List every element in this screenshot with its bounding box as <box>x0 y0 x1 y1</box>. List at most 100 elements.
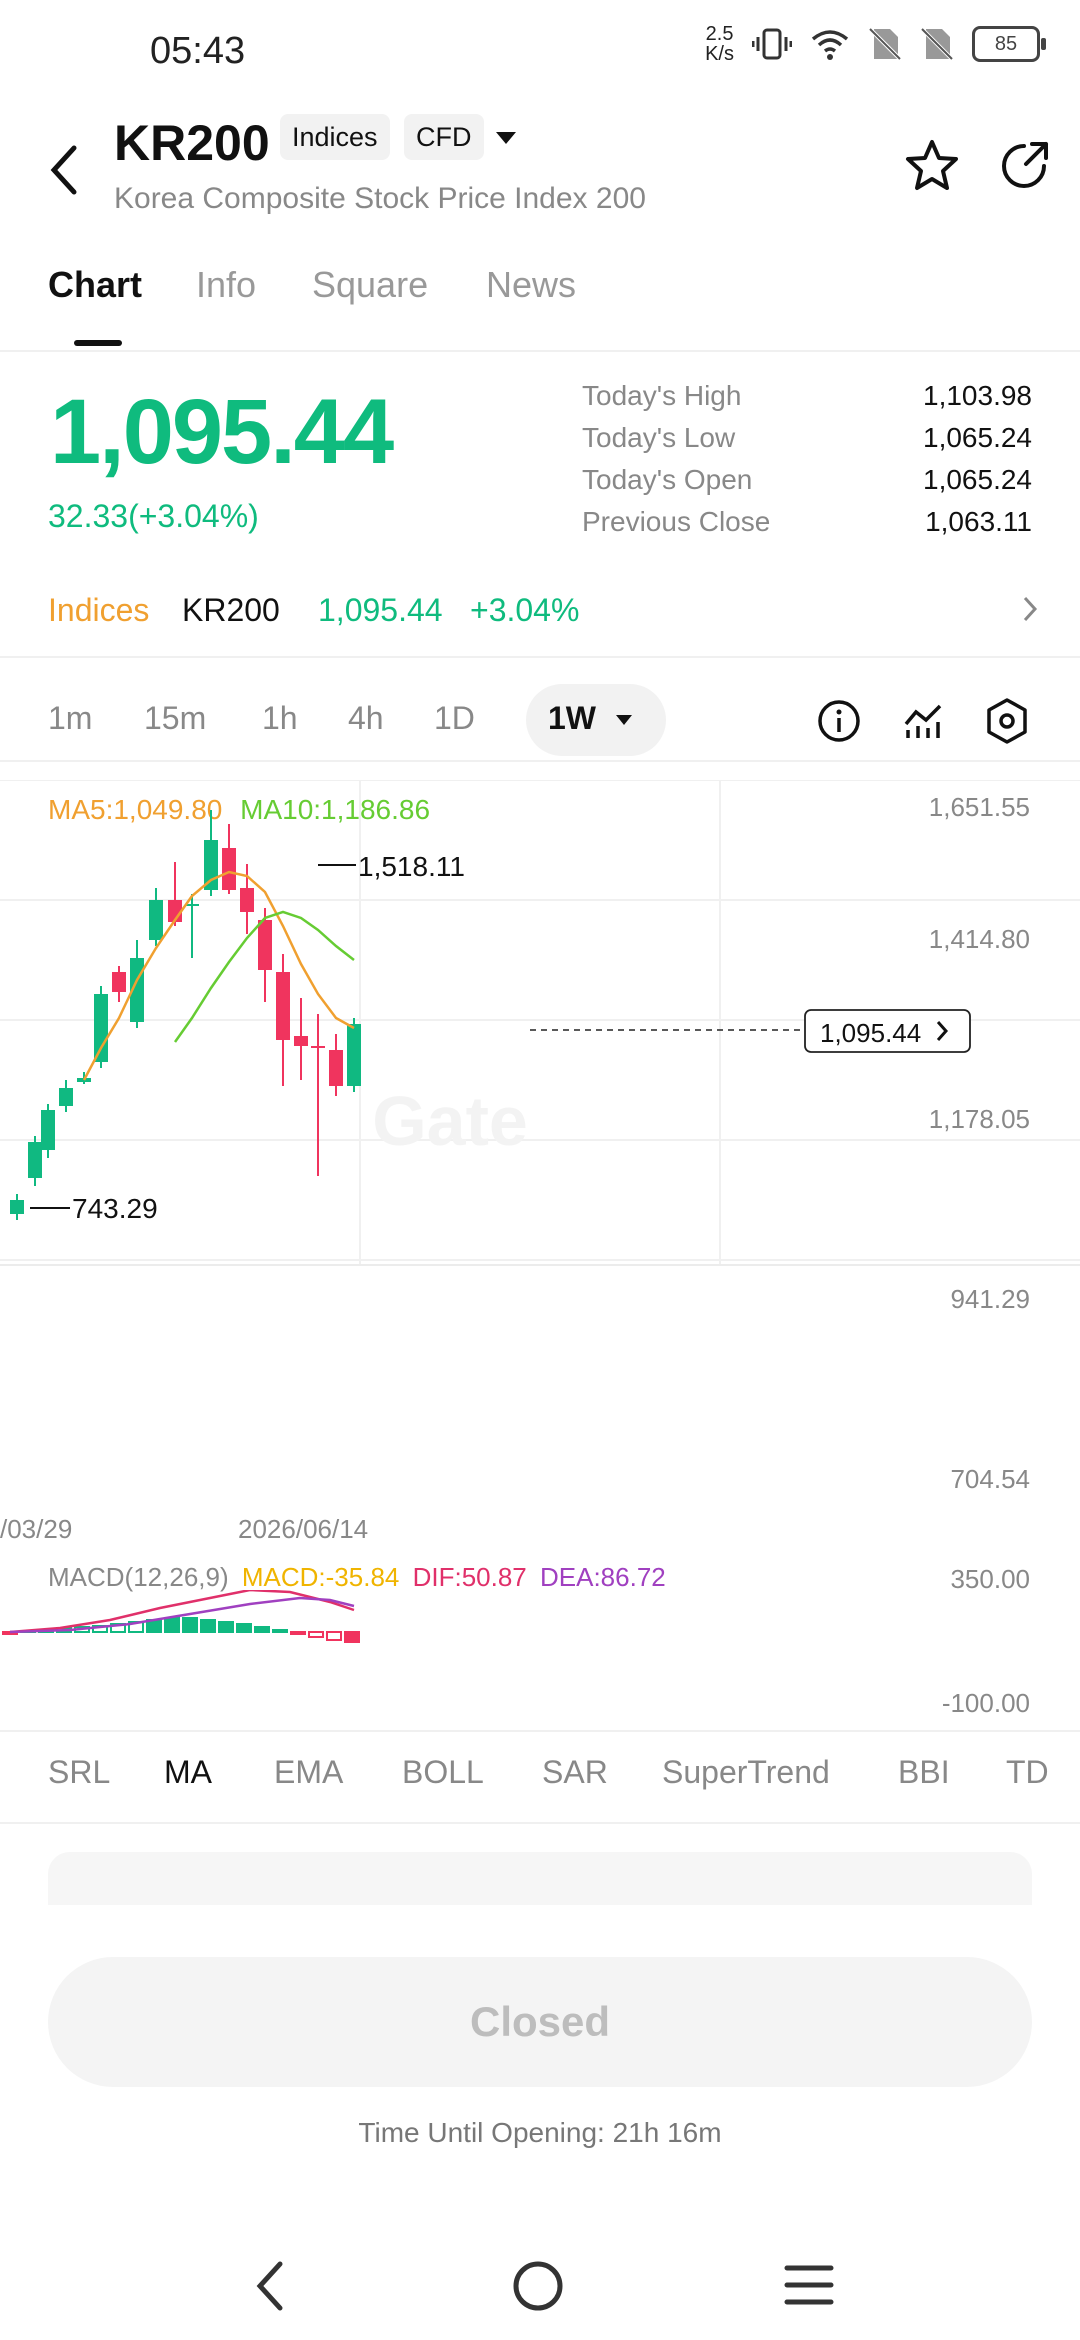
macd-value: MACD:-35.84 <box>241 1562 400 1592</box>
candle-body <box>94 994 108 1062</box>
nav-back-icon[interactable] <box>250 2258 290 2314</box>
ind-td[interactable]: TD <box>1006 1754 1049 1790</box>
no-sim-icon <box>868 27 902 61</box>
no-sim-icon-2 <box>920 27 954 61</box>
status-icons: 2.5 K/s 85 <box>705 24 1046 64</box>
macd-title: MACD(12,26,9) <box>48 1562 229 1592</box>
ma5-line <box>82 870 355 1081</box>
nav-home-icon[interactable] <box>512 2260 564 2312</box>
macd-legend: MACD(12,26,9) MACD:-35.84 DIF:50.87 DEA:… <box>48 1562 666 1593</box>
ind-ema[interactable]: EMA <box>274 1754 344 1790</box>
last-price-chevron-icon <box>936 1021 949 1041</box>
macd-bar <box>182 1617 198 1633</box>
last-price-tag: 1,095.44 <box>820 1018 921 1048</box>
tab-indicator <box>74 340 122 346</box>
index-change: +3.04% <box>470 592 580 628</box>
tab-chart[interactable]: Chart <box>48 264 143 305</box>
last-price-tag-box[interactable] <box>804 1009 971 1053</box>
index-label: Indices <box>48 592 150 628</box>
interval-1m[interactable]: 1m <box>48 700 93 736</box>
ind-ma[interactable]: MA <box>164 1754 212 1790</box>
price-change: 32.33(+3.04%) <box>48 498 259 534</box>
candle-body <box>41 1110 55 1150</box>
indicator-tabs: SRL MA EMA BOLL SAR SuperTrend BBI TD <box>0 1730 1080 1824</box>
index-price: 1,095.44 <box>318 592 443 628</box>
main-tabs: Chart Info Square News <box>0 258 1080 352</box>
interval-1h[interactable]: 1h <box>262 700 298 736</box>
x-tick-1: 2026/06/14 <box>238 1514 369 1544</box>
macd-bar <box>236 1623 252 1633</box>
macd-bar <box>200 1619 216 1633</box>
favorite-star-icon[interactable] <box>904 138 960 194</box>
candle-body <box>294 1036 308 1046</box>
y-tick-0: 1,651.55 <box>928 792 1030 822</box>
dea-line <box>9 1596 355 1634</box>
chart-settings-icon[interactable] <box>984 696 1030 746</box>
macd-y-bottom: -100.00 <box>941 1688 1030 1718</box>
high-label: 1,518.11 <box>358 851 465 882</box>
tab-news[interactable]: News <box>486 264 577 305</box>
index-row[interactable]: Indices KR200 1,095.44 +3.04% <box>0 592 1080 658</box>
candlestick-chart[interactable]: Gate 1,518.11 743.29 1,095.44 <box>0 780 1080 1550</box>
ma10-value: MA10:1,186.86 <box>240 794 431 825</box>
ind-srl[interactable]: SRL <box>48 1754 111 1790</box>
product-dropdown-icon[interactable] <box>494 128 518 148</box>
chevron-right-icon <box>1023 596 1038 622</box>
tab-info[interactable]: Info <box>196 264 257 305</box>
macd-bar <box>308 1631 324 1638</box>
ma10-line <box>173 910 355 1043</box>
back-arrow-icon[interactable] <box>44 140 84 200</box>
dea-value: DEA:86.72 <box>540 1562 666 1592</box>
interval-1w[interactable]: 1W <box>526 684 666 756</box>
system-nav-bar <box>0 2220 1080 2340</box>
macd-bar <box>272 1629 288 1633</box>
candle-body <box>149 900 163 940</box>
macd-y-top: 350.00 <box>950 1564 1030 1594</box>
macd-bar <box>254 1626 270 1633</box>
ind-bbi[interactable]: BBI <box>898 1754 950 1790</box>
candles <box>10 810 361 1220</box>
trade-panel: Closed Time Until Opening: 21h 16m <box>0 1905 1080 2205</box>
candle-body <box>347 1024 361 1086</box>
info-icon[interactable] <box>816 698 862 744</box>
ind-supertrend[interactable]: SuperTrend <box>662 1754 830 1790</box>
candle-body <box>185 904 199 906</box>
indicator-settings-icon[interactable] <box>900 698 946 744</box>
badge-product[interactable]: CFD <box>404 114 484 160</box>
ind-boll[interactable]: BOLL <box>402 1754 484 1790</box>
macd-bar <box>326 1631 342 1641</box>
badge-type: Indices <box>280 114 390 160</box>
candle-body <box>329 1050 343 1086</box>
x-tick-0: /03/29 <box>0 1514 73 1544</box>
interval-4h[interactable]: 4h <box>348 700 384 736</box>
tab-square[interactable]: Square <box>312 264 429 305</box>
share-icon[interactable] <box>996 138 1052 194</box>
header: KR200 Indices CFD Korea Composite Stock … <box>0 100 1080 240</box>
macd-bar <box>164 1617 180 1633</box>
interval-1d[interactable]: 1D <box>434 700 475 736</box>
candle-body <box>10 1200 24 1214</box>
stat-low: Today's Low 1,065.24 <box>582 422 1032 453</box>
macd-bar <box>290 1631 306 1635</box>
closed-button[interactable]: Closed <box>48 1957 1032 2087</box>
interval-15m[interactable]: 15m <box>144 700 207 736</box>
y-tick-3: 941.29 <box>950 1284 1030 1314</box>
chart-watermark: Gate <box>372 1082 528 1160</box>
ind-sar[interactable]: SAR <box>542 1754 608 1790</box>
status-bar: 05:43 2.5 K/s 85 <box>0 0 1080 100</box>
candle-body <box>222 848 236 890</box>
y-tick-2: 1,178.05 <box>928 1104 1030 1134</box>
vibrate-icon <box>752 28 792 60</box>
macd-bar <box>344 1631 360 1643</box>
stat-open: Today's Open 1,065.24 <box>582 464 1032 495</box>
symbol-title: KR200 <box>114 115 270 171</box>
index-symbol: KR200 <box>182 592 280 628</box>
low-label: 743.29 <box>72 1193 158 1224</box>
stat-prev-close: Previous Close 1,063.11 <box>582 506 1032 537</box>
candle-body <box>258 920 272 970</box>
nav-menu-icon[interactable] <box>784 2262 834 2308</box>
status-time: 05:43 <box>150 30 246 72</box>
stat-high: Today's High 1,103.98 <box>582 380 1032 411</box>
macd-chart[interactable] <box>0 1590 1080 1710</box>
candle-body <box>59 1088 73 1106</box>
